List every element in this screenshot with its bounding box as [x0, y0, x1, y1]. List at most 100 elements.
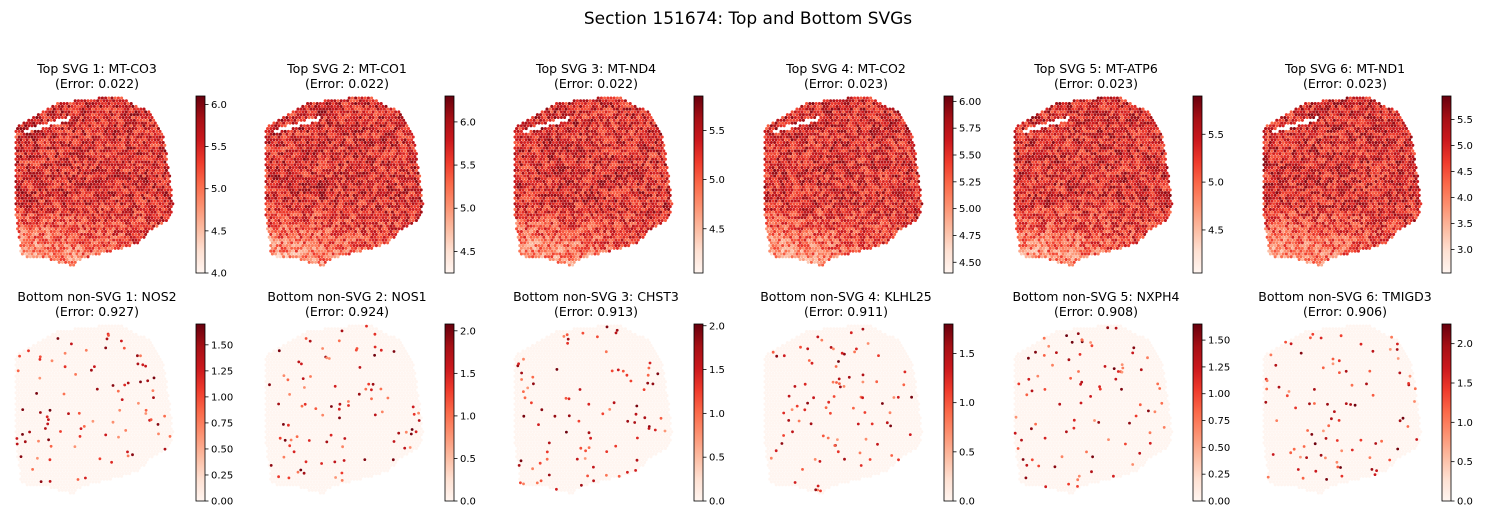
spot	[112, 154, 116, 159]
spot	[156, 221, 160, 225]
spot	[416, 210, 420, 214]
spot	[107, 96, 111, 100]
spot	[363, 124, 367, 128]
spot	[72, 152, 76, 156]
spot	[129, 191, 133, 195]
spot	[342, 132, 346, 136]
spot	[43, 185, 47, 189]
spot	[132, 152, 136, 156]
spot	[315, 224, 319, 228]
spot	[363, 96, 367, 100]
spot	[78, 257, 82, 262]
spot	[56, 246, 60, 250]
spot	[347, 146, 351, 150]
spot	[406, 210, 410, 214]
spot	[64, 154, 68, 159]
spot	[16, 127, 20, 131]
spot	[282, 216, 286, 220]
spot	[48, 249, 52, 253]
spot	[350, 118, 354, 122]
spot	[132, 230, 136, 234]
spot	[52, 107, 56, 111]
spot	[83, 255, 87, 259]
spot	[381, 115, 385, 120]
spot	[358, 149, 362, 153]
spot	[84, 191, 88, 195]
spot	[123, 196, 127, 200]
spot	[56, 257, 60, 262]
spot	[140, 232, 144, 236]
spot	[137, 232, 141, 236]
spot	[102, 188, 106, 192]
spot	[278, 210, 282, 214]
spot	[155, 202, 159, 206]
spot	[384, 138, 388, 142]
spot	[73, 166, 77, 170]
spot	[43, 146, 47, 150]
spot	[118, 171, 122, 175]
spot	[38, 255, 42, 259]
spot	[112, 205, 116, 209]
spot	[92, 210, 96, 214]
spot	[309, 230, 313, 234]
spot	[336, 227, 340, 231]
spot	[378, 188, 382, 192]
spot	[76, 182, 80, 186]
spot	[76, 171, 80, 175]
spot	[49, 252, 53, 256]
spot	[336, 216, 340, 220]
spot	[304, 227, 308, 231]
spot	[379, 185, 383, 189]
spot	[89, 110, 93, 114]
spot	[116, 118, 120, 122]
spot	[301, 121, 305, 125]
spot	[397, 160, 401, 164]
spot	[16, 171, 20, 175]
spot	[148, 224, 152, 228]
spot	[400, 160, 404, 164]
spot	[362, 132, 366, 136]
spot	[128, 244, 132, 248]
spot	[126, 191, 130, 195]
spot	[123, 107, 127, 111]
spot	[373, 174, 377, 178]
spot	[156, 205, 160, 209]
spot	[112, 149, 116, 153]
spot	[148, 168, 152, 172]
spot	[113, 224, 117, 228]
spot	[41, 249, 45, 253]
spot	[307, 255, 311, 259]
spot	[571, 102, 575, 106]
spot	[307, 188, 311, 192]
spot	[370, 113, 374, 117]
spot	[334, 207, 338, 211]
spot	[282, 154, 286, 159]
spot	[142, 218, 146, 223]
spot	[336, 115, 340, 120]
spot	[40, 179, 44, 184]
spot	[322, 113, 326, 117]
spot	[131, 121, 135, 125]
spot	[137, 177, 141, 181]
spot	[121, 227, 125, 231]
spot	[115, 115, 119, 120]
spot	[102, 249, 106, 253]
spot	[328, 140, 332, 145]
spot	[83, 127, 87, 131]
spot	[389, 179, 393, 184]
spot	[54, 227, 58, 231]
spot	[94, 129, 98, 133]
spot	[378, 132, 382, 136]
spot	[314, 132, 318, 136]
spot	[334, 135, 338, 139]
spot	[70, 138, 74, 142]
spot	[339, 115, 343, 120]
spot	[278, 182, 282, 186]
spot	[387, 110, 391, 114]
spot	[406, 160, 410, 164]
spot	[387, 143, 391, 147]
spot	[376, 174, 380, 178]
colorbar-tick-label: 5.5	[460, 161, 476, 172]
spot	[376, 146, 380, 150]
spot	[285, 171, 289, 175]
